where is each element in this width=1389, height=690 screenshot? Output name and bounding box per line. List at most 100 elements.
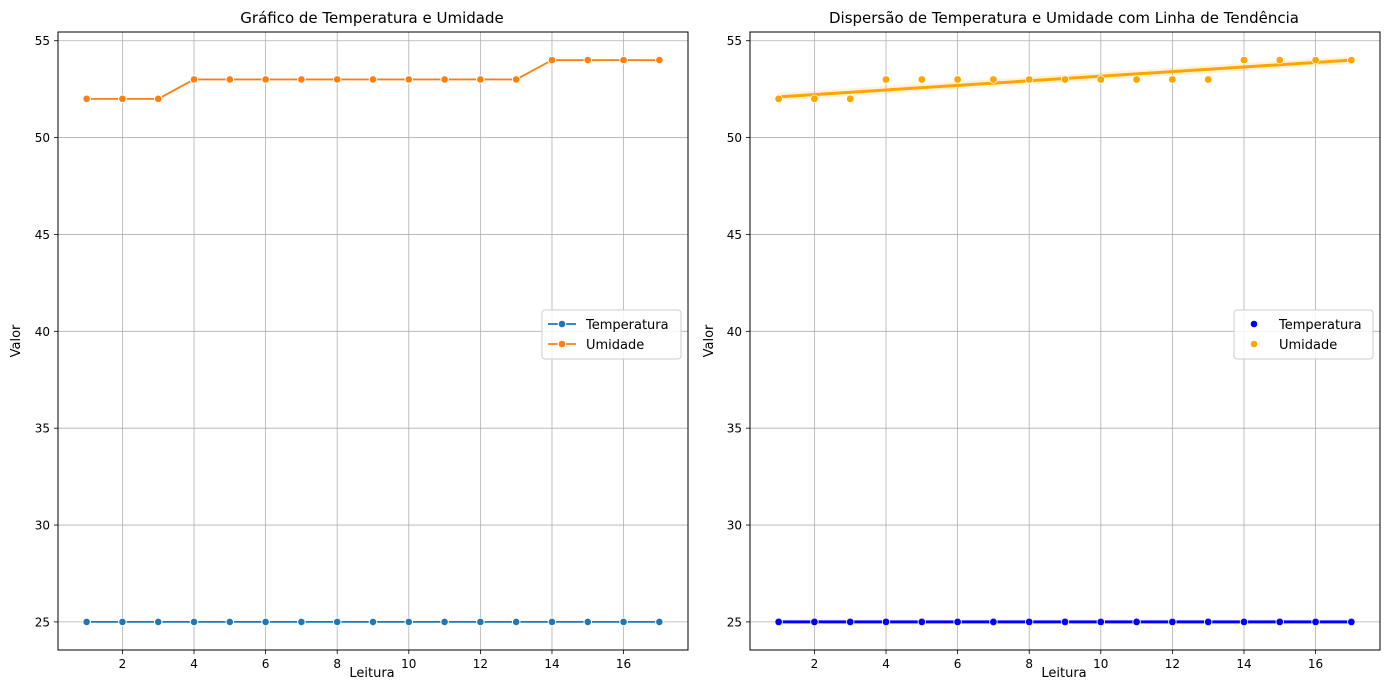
data-point-umidade (846, 94, 855, 104)
data-point-temperatura (1239, 617, 1249, 627)
legend-label-umidade: Umidade (1279, 338, 1337, 353)
x-tick-label: 10 (1093, 657, 1108, 671)
x-tick-label: 6 (954, 657, 962, 671)
data-point-umidade (619, 55, 628, 65)
data-point-temperatura (583, 617, 593, 627)
data-point-temperatura (153, 617, 163, 627)
plot-frame (57, 31, 689, 651)
legend-marker-temperatura (1249, 319, 1259, 329)
x-tick-label: 4 (882, 657, 890, 671)
data-point-temperatura (368, 617, 378, 627)
x-tick-label: 4 (190, 657, 198, 671)
scatter-chart: Dispersão de Temperatura e Umidade com L… (702, 9, 1381, 681)
data-point-umidade (881, 75, 891, 84)
data-point-temperatura (846, 617, 855, 627)
data-point-umidade (118, 94, 127, 104)
legend-box (541, 309, 682, 360)
x-tick-label: 2 (119, 657, 127, 671)
data-point-umidade (1203, 75, 1213, 84)
data-point-temperatura (440, 617, 449, 627)
legend-label-umidade: Umidade (586, 338, 644, 353)
y-axis-label: Valor (702, 324, 717, 357)
data-point-temperatura (619, 617, 628, 627)
y-tick-label: 50 (727, 131, 742, 145)
data-point-temperatura (404, 617, 414, 627)
data-point-umidade (476, 75, 485, 84)
data-point-umidade (1060, 75, 1070, 84)
data-point-temperatura (881, 617, 891, 627)
legend: Temperatura Umidade (541, 309, 682, 360)
legend-label-temperatura: Temperatura (1278, 318, 1362, 333)
data-point-temperatura (189, 617, 199, 627)
ticks: 2 4 6 8 10 12 14 16 25 30 35 40 45 50 55 (727, 34, 1323, 671)
data-point-temperatura (225, 617, 235, 627)
data-point-temperatura (118, 617, 127, 627)
data-point-temperatura (547, 617, 557, 627)
data-point-umidade (1347, 55, 1356, 65)
data-point-temperatura (1275, 617, 1284, 627)
data-point-umidade (547, 55, 557, 65)
data-point-umidade (655, 55, 664, 65)
marks (774, 55, 1356, 627)
y-tick-label: 40 (727, 325, 742, 339)
data-point-temperatura (1132, 617, 1141, 627)
data-point-temperatura (261, 617, 270, 627)
y-tick-label: 45 (727, 228, 742, 242)
ticks: 2 4 6 8 10 12 14 16 25 30 35 40 45 50 55 (35, 34, 631, 671)
data-point-temperatura (917, 617, 927, 627)
y-tick-label: 50 (35, 131, 50, 145)
data-point-temperatura (1096, 617, 1105, 627)
x-tick-label: 14 (544, 657, 559, 671)
legend-box (1233, 309, 1374, 360)
data-point-umidade (297, 75, 306, 84)
data-point-umidade (953, 75, 962, 84)
data-point-umidade (917, 75, 927, 84)
data-point-umidade (82, 94, 91, 104)
data-point-umidade (404, 75, 414, 84)
data-point-umidade (1025, 75, 1034, 84)
y-tick-label: 35 (727, 422, 742, 436)
data-point-umidade (1275, 55, 1284, 65)
x-tick-label: 8 (333, 657, 341, 671)
chart-title: Dispersão de Temperatura e Umidade com L… (829, 9, 1299, 27)
data-point-temperatura (297, 617, 306, 627)
data-point-temperatura (953, 617, 962, 627)
data-point-umidade (583, 55, 593, 65)
data-point-umidade (261, 75, 270, 84)
y-tick-label: 30 (727, 519, 742, 533)
data-point-umidade (1239, 55, 1249, 65)
data-point-temperatura (511, 617, 521, 627)
data-point-umidade (1168, 75, 1177, 84)
x-tick-label: 14 (1236, 657, 1251, 671)
legend-label-temperatura: Temperatura (585, 318, 669, 333)
y-tick-label: 45 (35, 228, 50, 242)
marks (82, 55, 664, 627)
data-point-umidade (332, 75, 342, 84)
x-tick-label: 16 (1308, 657, 1323, 671)
chart-title: Gráfico de Temperatura e Umidade (240, 9, 503, 27)
legend-marker-temperatura (557, 319, 567, 329)
data-point-umidade (1311, 55, 1320, 65)
data-point-umidade (440, 75, 449, 84)
data-point-temperatura (82, 617, 91, 627)
y-tick-label: 35 (35, 422, 50, 436)
legend: Temperatura Umidade (1233, 309, 1374, 360)
x-tick-label: 12 (473, 657, 488, 671)
x-axis-label: Leitura (349, 666, 394, 681)
data-point-temperatura (774, 617, 783, 627)
x-tick-label: 10 (401, 657, 416, 671)
data-point-umidade (810, 94, 819, 104)
x-tick-label: 8 (1025, 657, 1033, 671)
data-point-umidade (189, 75, 199, 84)
data-point-temperatura (1168, 617, 1177, 627)
data-point-temperatura (1060, 617, 1070, 627)
x-tick-label: 2 (811, 657, 819, 671)
data-point-umidade (1132, 75, 1141, 84)
y-tick-label: 25 (727, 615, 742, 629)
data-point-umidade (774, 94, 783, 104)
data-point-temperatura (989, 617, 998, 627)
data-point-umidade (368, 75, 378, 84)
line-chart: Gráfico de Temperatura e Umidade 2 4 6 8 10 1… (9, 9, 689, 681)
data-point-umidade (1096, 75, 1105, 84)
